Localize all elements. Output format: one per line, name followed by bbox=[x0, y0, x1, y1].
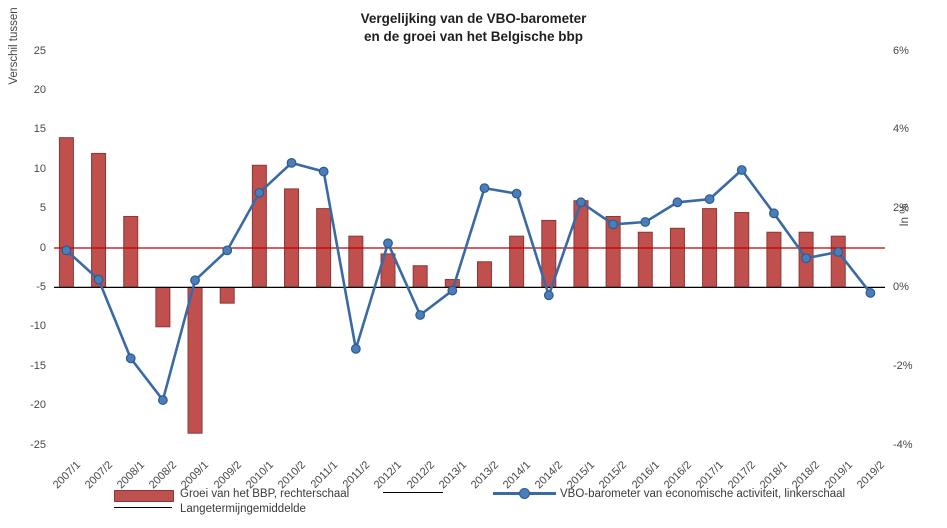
vbo-marker bbox=[704, 194, 715, 205]
right-axis-tick: 0% bbox=[893, 280, 909, 293]
left-axis-tick: -25 bbox=[30, 438, 46, 451]
chart-title-line1: Vergelijking van de VBO-barometer bbox=[360, 11, 587, 26]
bar-groei-bbp bbox=[58, 137, 74, 288]
right-axis-tick: -2% bbox=[893, 359, 913, 372]
vbo-marker bbox=[576, 197, 586, 208]
bar-groei-bbp bbox=[766, 231, 782, 288]
legend-bar-swatch-gdp bbox=[114, 490, 174, 502]
legend-marker-dot-vbo bbox=[519, 488, 530, 499]
vbo-marker bbox=[190, 275, 200, 286]
vbo-marker bbox=[93, 274, 104, 285]
vbo-marker bbox=[511, 188, 522, 199]
bar-groei-bbp bbox=[830, 235, 846, 288]
legend-label-gdp: Groei van het BBP, rechterschaal bbox=[180, 488, 350, 500]
left-axis-tick: 20 bbox=[33, 83, 46, 96]
vbo-marker bbox=[415, 310, 426, 320]
vbo-marker bbox=[318, 166, 329, 177]
bar-groei-bbp bbox=[348, 235, 364, 288]
vbo-marker bbox=[447, 285, 458, 296]
left-axis-tick: 25 bbox=[33, 44, 46, 57]
legend-label-vbo: VBO-barometer van economische activiteit… bbox=[560, 488, 846, 500]
vbo-marker bbox=[640, 217, 651, 227]
legend-label-average: Langetermijngemiddelde bbox=[180, 503, 306, 515]
left-axis-tick: -15 bbox=[30, 359, 46, 372]
vbo-marker bbox=[350, 343, 361, 354]
left-axis-tick: -5 bbox=[36, 280, 46, 293]
left-axis-tick: -20 bbox=[30, 399, 46, 412]
vbo-marker bbox=[833, 247, 844, 257]
right-axis-tick: 4% bbox=[893, 123, 909, 136]
vbo-barometer-line bbox=[65, 161, 872, 402]
bar-groei-bbp bbox=[155, 286, 171, 328]
left-axis-tick: 0 bbox=[39, 241, 46, 254]
vbo-marker bbox=[769, 208, 779, 219]
left-axis-tick: 5 bbox=[39, 202, 46, 215]
bar-groei-bbp bbox=[91, 152, 107, 288]
chart-title-line2: en de groei van het Belgische bbp bbox=[363, 29, 584, 44]
vbo-marker bbox=[222, 245, 233, 256]
left-axis-tick: 10 bbox=[33, 162, 46, 175]
bar-groei-bbp bbox=[412, 265, 428, 288]
bar-groei-bbp bbox=[476, 261, 492, 288]
bar-groei-bbp bbox=[734, 212, 750, 288]
vbo-marker bbox=[801, 253, 811, 264]
vbo-marker bbox=[608, 219, 619, 230]
vbo-marker bbox=[479, 183, 490, 194]
vbo-marker bbox=[865, 288, 876, 298]
left-axis-tick: 15 bbox=[33, 123, 46, 136]
vbo-marker bbox=[61, 245, 72, 256]
right-axis-tick: 2% bbox=[893, 202, 909, 215]
vbo-marker bbox=[157, 395, 168, 405]
legend-line-swatch-unlabeled bbox=[383, 492, 443, 493]
vbo-marker bbox=[736, 165, 747, 175]
bar-groei-bbp bbox=[251, 164, 267, 288]
vbo-marker bbox=[254, 187, 265, 198]
vbo-marker bbox=[543, 290, 554, 301]
vbo-marker bbox=[672, 197, 683, 208]
bar-groei-bbp bbox=[637, 231, 653, 288]
bar-groei-bbp bbox=[187, 286, 203, 434]
bar-groei-bbp bbox=[509, 235, 525, 288]
chart-title: Vergelijking van de VBO-barometer en de … bbox=[0, 10, 947, 46]
right-axis-tick: 6% bbox=[893, 44, 909, 57]
bar-groei-bbp bbox=[284, 188, 300, 288]
bar-groei-bbp bbox=[123, 215, 139, 288]
vbo-marker bbox=[125, 353, 136, 364]
right-axis-tick: -4% bbox=[893, 438, 913, 451]
left-axis-tick: -10 bbox=[30, 320, 46, 333]
legend-line-swatch-average bbox=[114, 507, 172, 508]
bar-groei-bbp bbox=[219, 286, 235, 304]
vbo-marker bbox=[286, 157, 297, 168]
bar-groei-bbp bbox=[669, 227, 685, 288]
vbo-marker bbox=[383, 238, 393, 249]
